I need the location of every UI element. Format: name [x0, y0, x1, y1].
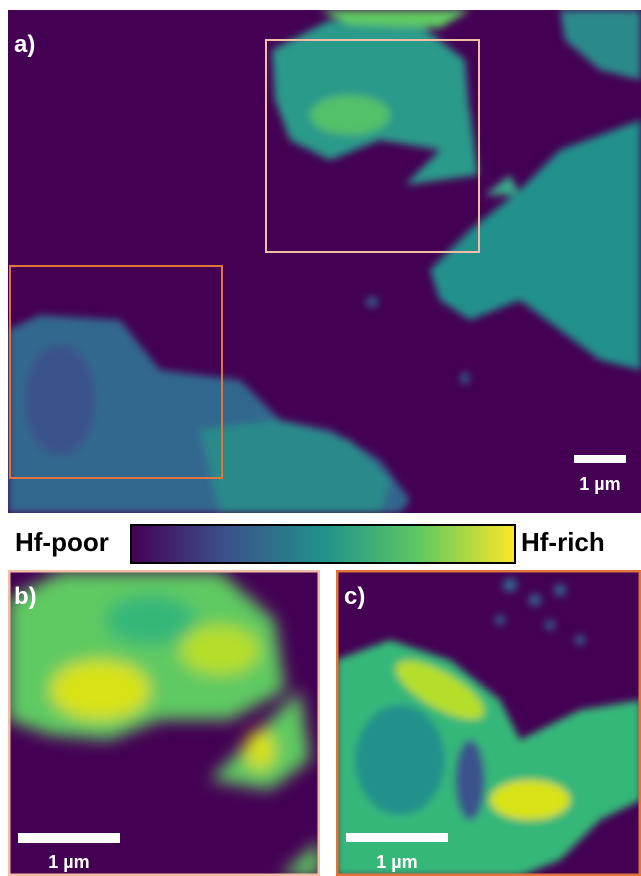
scale-bar [18, 833, 120, 843]
scale-bar [574, 455, 626, 463]
colorbar-high-label: Hf-rich [521, 527, 605, 557]
scale-bar-label: 1 µm [376, 852, 417, 872]
panel-a: a) 1 µm [8, 10, 641, 513]
scale-bar [346, 833, 448, 842]
figure: a) 1 µm Hf-poor Hf-rich b) 1 µm [0, 0, 641, 876]
panel-label: a) [14, 31, 35, 58]
panel-b: b) 1 µm [8, 570, 320, 876]
colorbar-low-label: Hf-poor [15, 527, 109, 557]
scale-bar-label: 1 µm [48, 852, 89, 872]
colorbar [131, 525, 515, 563]
scale-bar-label: 1 µm [579, 474, 620, 494]
panel-label: c) [344, 583, 365, 610]
panel-c: c) 1 µm [336, 570, 641, 876]
panel-label: b) [14, 583, 37, 610]
